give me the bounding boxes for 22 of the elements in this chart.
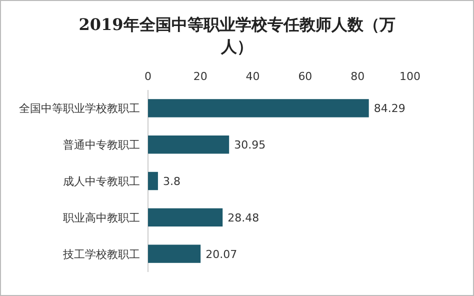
- y-tick-label: 全国中等职业学校教职工: [19, 102, 140, 116]
- x-tick-label: 80: [350, 70, 365, 83]
- data-label: 3.8: [162, 175, 180, 188]
- x-tick-label: 20: [193, 70, 208, 83]
- x-tick-label: 60: [298, 70, 312, 83]
- x-tick-label: 40: [246, 70, 260, 83]
- data-label: 84.29: [374, 102, 406, 116]
- y-tick-label: 成人中专教职工: [63, 175, 140, 188]
- y-tick-label: 普通中专教职工: [63, 138, 140, 152]
- data-label: 28.48: [228, 211, 260, 224]
- bar: [148, 208, 223, 226]
- chart-title: 2019年全国中等职业学校专任教师人数（万人）: [78, 15, 396, 56]
- data-label: 20.07: [206, 248, 238, 261]
- bar: [148, 99, 369, 118]
- x-tick-label: 100: [400, 70, 420, 83]
- y-tick-label: 职业高中教职工: [63, 211, 140, 224]
- bar: [148, 136, 230, 154]
- bar: [148, 172, 158, 190]
- bar: [148, 244, 201, 263]
- y-tick-label: 技工学校教职工: [62, 248, 140, 261]
- x-tick-label: 0: [144, 70, 152, 83]
- data-label: 30.95: [234, 138, 266, 152]
